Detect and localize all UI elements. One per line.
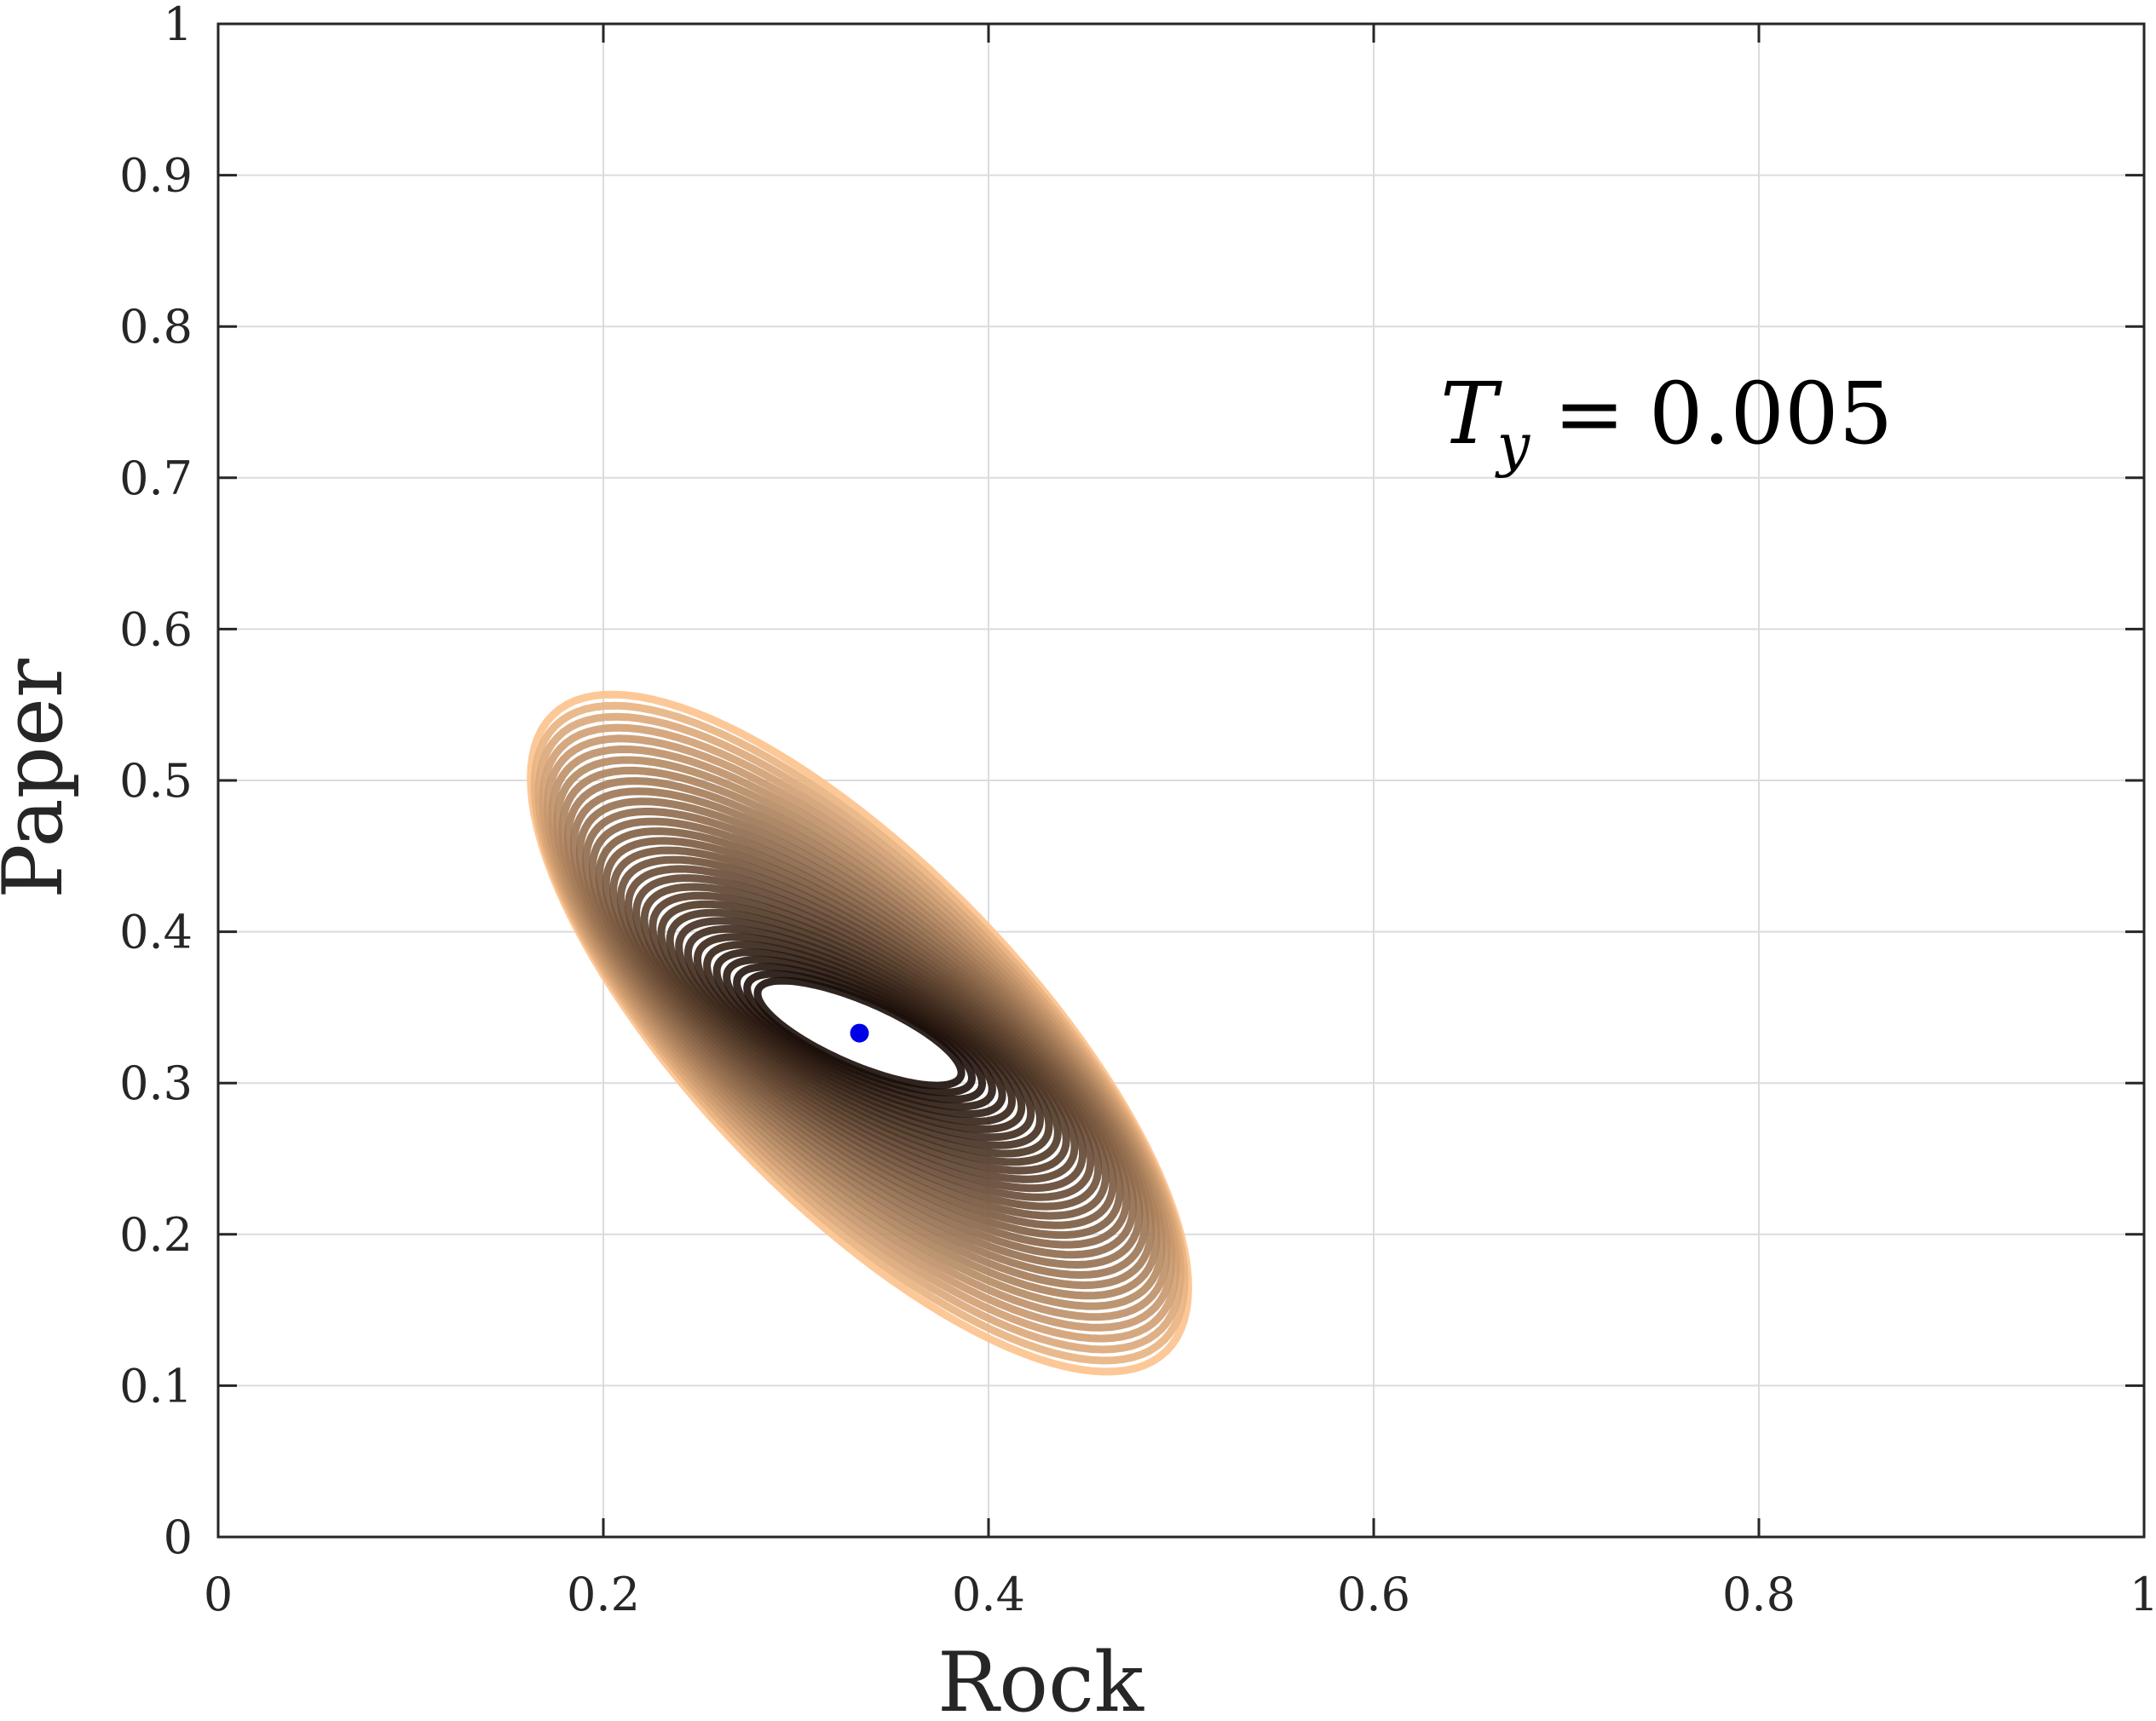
y-tick-label: 0.8: [119, 300, 193, 354]
x-tick-label: 0.2: [567, 1568, 640, 1621]
y-tick-label: 0: [164, 1511, 193, 1564]
x-tick-label: 0.8: [1722, 1568, 1796, 1621]
y-tick-label: 0.2: [119, 1208, 193, 1262]
y-tick-label: 0.6: [119, 602, 193, 656]
annotation-symbol: T: [1440, 364, 1502, 463]
y-tick-labels: 0 0.1 0.2 0.3 0.4 0.5 0.6 0.7 0.8 0.9 1: [119, 0, 193, 1564]
x-tick-label: 0.4: [952, 1568, 1025, 1621]
y-axis-title: Paper: [0, 659, 81, 899]
y-tick-label: 0.7: [119, 452, 193, 505]
plot-axes: [216, 22, 2146, 1539]
y-tick-label: 0.9: [119, 149, 193, 203]
y-tick-label: 0.1: [119, 1359, 193, 1413]
y-tick-label: 1: [164, 0, 193, 51]
annotation-equals: =: [1554, 364, 1625, 463]
y-tick-label: 0.3: [119, 1056, 193, 1110]
annotation-value: 0.005: [1649, 364, 1893, 463]
trajectory-curves: [527, 690, 1193, 1376]
annotation-text: Ty = 0.005: [1440, 364, 1893, 480]
x-tick-labels: 0 0.2 0.4 0.6 0.8 1: [204, 1568, 2156, 1621]
x-tick-label: 1: [2130, 1568, 2156, 1621]
x-tick-label: 0.6: [1337, 1568, 1410, 1621]
equilibrium-point: [850, 1023, 869, 1043]
x-tick-label: 0: [204, 1568, 233, 1621]
trajectory-loop: [753, 976, 966, 1090]
y-tick-label: 0.5: [119, 754, 193, 808]
annotation-subscript: y: [1495, 412, 1531, 480]
y-tick-label: 0.4: [119, 906, 193, 959]
x-axis-title: Rock: [937, 1635, 1144, 1721]
